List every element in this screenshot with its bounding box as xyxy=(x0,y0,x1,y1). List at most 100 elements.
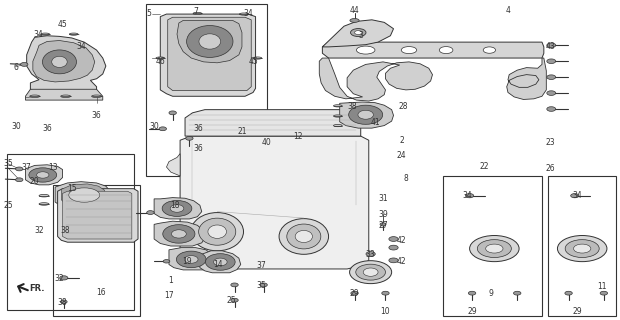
Text: 13: 13 xyxy=(48,163,58,172)
Text: 25: 25 xyxy=(226,296,236,305)
Polygon shape xyxy=(61,184,106,206)
Text: 40: 40 xyxy=(262,138,272,147)
Ellipse shape xyxy=(20,62,28,66)
Polygon shape xyxy=(200,251,241,273)
Bar xyxy=(7,154,134,310)
Ellipse shape xyxy=(159,127,167,131)
Ellipse shape xyxy=(156,57,165,59)
Text: 35: 35 xyxy=(3,159,13,168)
Ellipse shape xyxy=(513,291,521,295)
Ellipse shape xyxy=(51,56,67,68)
Text: 27: 27 xyxy=(378,221,388,230)
Ellipse shape xyxy=(41,33,50,35)
Ellipse shape xyxy=(176,251,206,268)
Ellipse shape xyxy=(477,240,512,258)
Ellipse shape xyxy=(469,236,519,262)
Ellipse shape xyxy=(356,264,386,280)
Ellipse shape xyxy=(231,298,238,302)
Ellipse shape xyxy=(163,225,195,243)
Ellipse shape xyxy=(61,300,67,303)
Text: 12: 12 xyxy=(293,132,303,140)
Polygon shape xyxy=(33,41,95,82)
Ellipse shape xyxy=(382,291,389,295)
Ellipse shape xyxy=(279,219,329,254)
Ellipse shape xyxy=(358,110,373,119)
Ellipse shape xyxy=(163,260,170,263)
Text: 4: 4 xyxy=(505,6,510,15)
Text: 3: 3 xyxy=(358,31,363,40)
Ellipse shape xyxy=(37,172,49,178)
Text: 28: 28 xyxy=(398,102,407,111)
Text: 34: 34 xyxy=(76,42,86,52)
Text: 32: 32 xyxy=(55,274,64,283)
Ellipse shape xyxy=(334,105,342,107)
Text: 9: 9 xyxy=(488,289,493,298)
Text: 34: 34 xyxy=(463,191,472,200)
Polygon shape xyxy=(154,221,205,246)
Text: 11: 11 xyxy=(597,282,607,291)
Polygon shape xyxy=(167,154,180,176)
Text: 30: 30 xyxy=(11,122,21,131)
Text: 42: 42 xyxy=(397,236,406,245)
Ellipse shape xyxy=(570,194,579,198)
Polygon shape xyxy=(322,20,394,47)
Text: 25: 25 xyxy=(3,201,13,210)
Ellipse shape xyxy=(350,19,359,22)
Text: 5: 5 xyxy=(147,9,152,18)
Ellipse shape xyxy=(208,225,226,238)
Ellipse shape xyxy=(253,57,262,59)
Text: 45: 45 xyxy=(58,20,68,29)
Ellipse shape xyxy=(468,291,476,295)
Ellipse shape xyxy=(172,230,186,238)
Ellipse shape xyxy=(401,47,417,53)
Ellipse shape xyxy=(16,178,23,182)
Polygon shape xyxy=(185,110,361,136)
Polygon shape xyxy=(25,89,103,100)
Ellipse shape xyxy=(363,268,378,276)
Text: 36: 36 xyxy=(42,124,52,132)
Ellipse shape xyxy=(350,28,366,36)
Ellipse shape xyxy=(355,31,362,35)
Polygon shape xyxy=(63,191,132,239)
Ellipse shape xyxy=(366,252,375,256)
Text: 34: 34 xyxy=(572,191,582,200)
Ellipse shape xyxy=(187,26,233,57)
Text: 18: 18 xyxy=(170,201,180,210)
Text: 36: 36 xyxy=(194,124,203,132)
Text: 37: 37 xyxy=(257,261,267,270)
Ellipse shape xyxy=(483,47,495,53)
Ellipse shape xyxy=(389,258,398,263)
Ellipse shape xyxy=(213,258,227,266)
Ellipse shape xyxy=(42,50,76,74)
Text: 34: 34 xyxy=(33,30,43,39)
Polygon shape xyxy=(168,17,251,91)
Text: 33: 33 xyxy=(366,251,376,260)
Text: 38: 38 xyxy=(58,298,68,307)
Text: 6: 6 xyxy=(14,63,19,72)
Text: 8: 8 xyxy=(404,174,408,183)
Text: 38: 38 xyxy=(347,102,357,111)
Text: 7: 7 xyxy=(193,7,198,16)
Polygon shape xyxy=(58,189,138,242)
Ellipse shape xyxy=(169,111,176,115)
Polygon shape xyxy=(180,136,369,269)
Ellipse shape xyxy=(350,261,392,284)
Ellipse shape xyxy=(69,33,78,35)
Polygon shape xyxy=(25,165,63,185)
Bar xyxy=(53,186,140,316)
Ellipse shape xyxy=(39,203,49,205)
Polygon shape xyxy=(169,248,214,270)
Ellipse shape xyxy=(29,168,56,182)
Polygon shape xyxy=(55,182,112,208)
Text: 29: 29 xyxy=(350,289,360,298)
Polygon shape xyxy=(319,58,433,101)
Text: 30: 30 xyxy=(149,122,159,131)
Ellipse shape xyxy=(231,283,238,287)
Ellipse shape xyxy=(389,245,398,250)
Ellipse shape xyxy=(565,240,599,258)
Polygon shape xyxy=(161,14,255,96)
Text: 26: 26 xyxy=(545,164,555,173)
Ellipse shape xyxy=(239,13,248,15)
Bar xyxy=(443,176,542,316)
Ellipse shape xyxy=(295,230,312,243)
